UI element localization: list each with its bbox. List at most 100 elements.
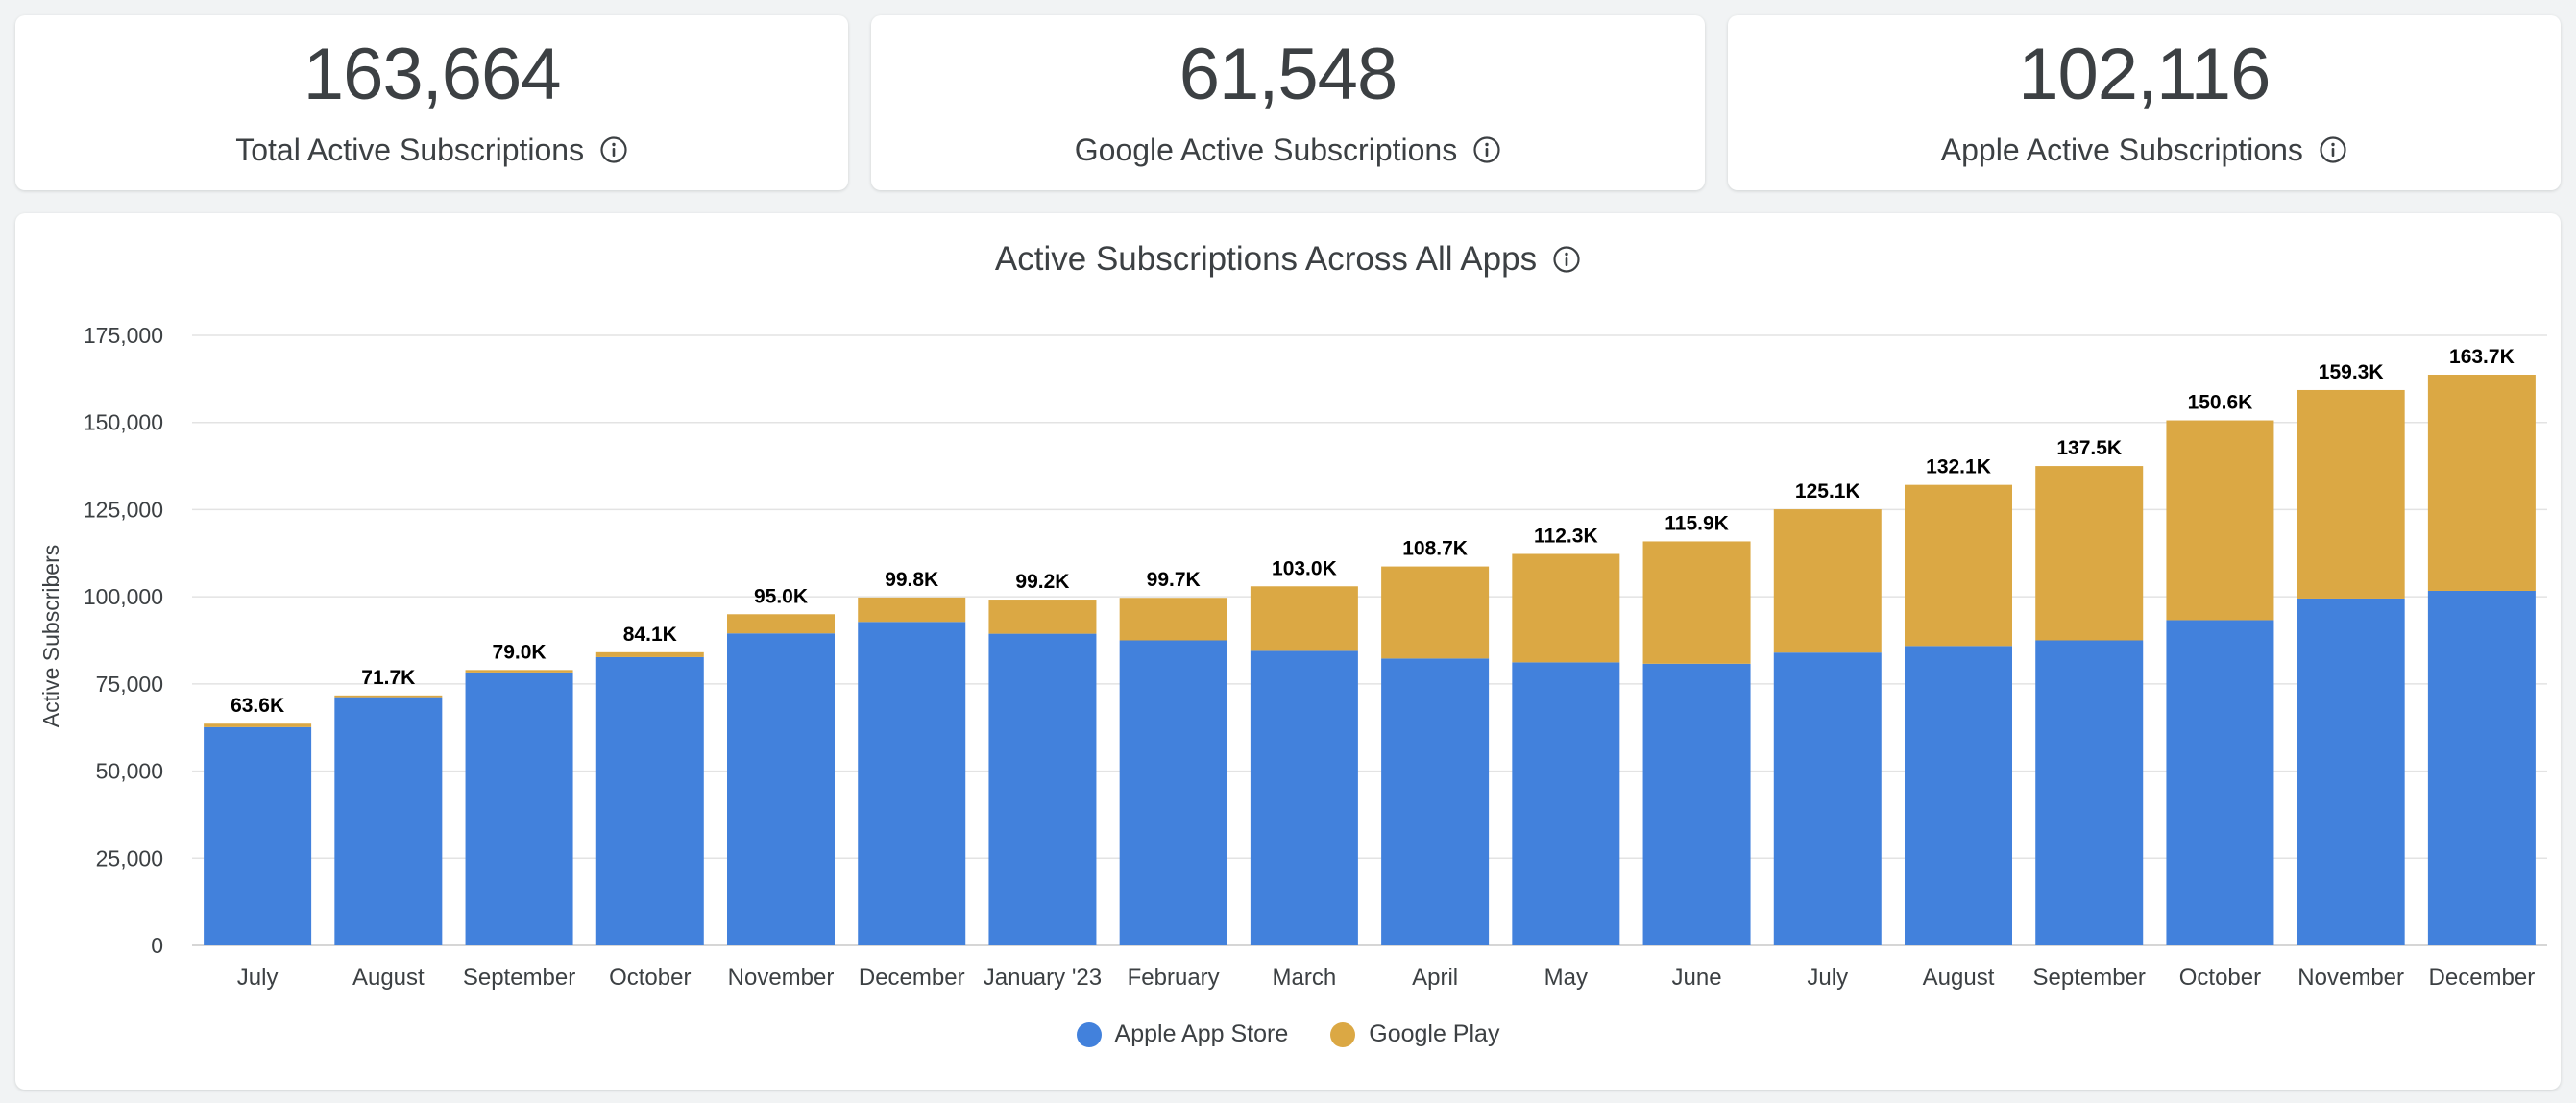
bar-total-label: 115.9K <box>1665 512 1729 534</box>
bar-segment-apple <box>334 697 443 945</box>
x-tick-label: November <box>728 965 835 991</box>
bar-segment-google <box>858 597 966 623</box>
bar-segment-apple <box>1119 640 1227 945</box>
legend-item-google[interactable]: Google Play <box>1330 1020 1499 1048</box>
bar-segment-google <box>334 695 443 698</box>
bar-segment-apple <box>204 726 312 945</box>
kpi-value-apple: 102,116 <box>2018 33 2271 115</box>
x-tick-label: November <box>2297 965 2404 991</box>
bar-segment-apple <box>1642 663 1751 945</box>
kpi-label-row-apple: Apple Active Subscriptions <box>1941 133 2347 168</box>
kpi-label-google: Google Active Subscriptions <box>1074 132 1458 167</box>
bar-segment-apple <box>1381 658 1490 945</box>
kpi-label-total: Total Active Subscriptions <box>235 132 585 167</box>
x-tick-label: September <box>2033 965 2146 991</box>
bar-segment-apple <box>2427 590 2536 945</box>
kpi-value-total: 163,664 <box>303 33 562 115</box>
bar-segment-apple <box>595 656 704 945</box>
bar-segment-apple <box>465 672 573 945</box>
bar-segment-google <box>1642 541 1751 664</box>
bar-segment-google <box>1119 598 1227 641</box>
kpi-row: 163,664 Total Active Subscriptions 61,54… <box>15 15 2561 190</box>
info-icon[interactable] <box>1552 245 1581 274</box>
x-tick-label: August <box>1923 965 1995 991</box>
bar-total-label: 103.0K <box>1272 557 1337 579</box>
bar-segment-google <box>1773 509 1882 653</box>
info-icon[interactable] <box>1472 135 1501 164</box>
x-tick-label: July <box>237 965 279 991</box>
x-tick-label: March <box>1273 965 1337 991</box>
bar-segment-google <box>727 614 835 634</box>
info-icon[interactable] <box>599 135 628 164</box>
x-tick-label: August <box>352 965 425 991</box>
legend-label-google: Google Play <box>1369 1020 1500 1047</box>
x-tick-label: January '23 <box>984 965 1102 991</box>
bar-total-label: 99.2K <box>1015 571 1069 593</box>
bar-total-label: 137.5K <box>2056 437 2122 459</box>
y-axis-label: Active Subscribers <box>38 545 63 727</box>
chart-title-row: Active Subscriptions Across All Apps <box>15 240 2561 279</box>
stacked-bar-chart: 0 25,000 50,000 75,000 100,000 125,000 150,000… <box>38 323 2547 991</box>
info-icon[interactable] <box>2319 135 2347 164</box>
bar-total-label: 79.0K <box>493 641 547 663</box>
x-tick-label: October <box>2179 965 2261 991</box>
bar-segment-apple <box>1250 650 1358 945</box>
bar-segment-apple <box>1905 646 2012 945</box>
kpi-card-google: 61,548 Google Active Subscriptions <box>871 15 1705 190</box>
bar-segment-apple <box>988 633 1097 945</box>
y-tick-label: 50,000 <box>96 759 163 784</box>
x-tick-label: June <box>1672 965 1722 991</box>
x-tick-label: December <box>859 965 965 991</box>
bar-segment-apple <box>727 633 835 945</box>
bar-total-label: 99.7K <box>1147 569 1201 591</box>
bar-total-label: 163.7K <box>2449 346 2515 368</box>
bar-segment-google <box>2035 466 2144 641</box>
legend-item-apple[interactable]: Apple App Store <box>1076 1020 1288 1048</box>
bar-segment-apple <box>858 622 966 945</box>
bar-total-label: 71.7K <box>361 667 415 689</box>
kpi-card-apple: 102,116 Apple Active Subscriptions <box>1727 15 2561 190</box>
bar-segment-google <box>2427 375 2536 591</box>
bar-total-label: 159.3K <box>2319 361 2384 383</box>
x-tick-label: February <box>1128 965 1220 991</box>
bar-total-label: 125.1K <box>1795 480 1860 502</box>
bar-segment-google <box>595 651 704 657</box>
bar-segment-google <box>1250 586 1358 651</box>
legend-dot-apple <box>1076 1021 1102 1047</box>
x-tick-label: September <box>463 965 575 991</box>
kpi-card-total: 163,664 Total Active Subscriptions <box>15 15 849 190</box>
bar-total-label: 63.6K <box>231 695 284 717</box>
y-tick-label: 75,000 <box>96 672 163 697</box>
bar-segment-google <box>1512 553 1620 663</box>
bar-segment-apple <box>2297 598 2405 945</box>
legend-dot-google <box>1330 1021 1356 1047</box>
bar-segment-apple <box>2166 620 2274 945</box>
bar-total-label: 108.7K <box>1402 538 1468 560</box>
y-tick-label: 150,000 <box>84 410 163 435</box>
bar-segment-google <box>988 600 1097 634</box>
x-tick-label: May <box>1544 965 1588 991</box>
chart-card: Active Subscriptions Across All Apps 0 25… <box>15 213 2561 1090</box>
x-tick-label: July <box>1807 965 1848 991</box>
kpi-label-row-google: Google Active Subscriptions <box>1075 133 1501 168</box>
kpi-label-apple: Apple Active Subscriptions <box>1940 132 2303 167</box>
y-tick-label: 175,000 <box>84 323 163 348</box>
bar-total-label: 99.8K <box>885 569 938 591</box>
bar-segment-apple <box>2035 640 2144 945</box>
x-tick-label: December <box>2429 965 2536 991</box>
chart-legend: Apple App Store Google Play <box>15 1020 2561 1048</box>
bar-segment-apple <box>1773 652 1882 945</box>
x-tick-label: October <box>609 965 691 991</box>
bar-segment-google <box>2166 420 2274 621</box>
bar-total-label: 84.1K <box>623 624 677 646</box>
kpi-value-google: 61,548 <box>1179 33 1397 115</box>
y-tick-label: 125,000 <box>84 497 163 522</box>
bar-segment-google <box>465 670 573 673</box>
chart-title: Active Subscriptions Across All Apps <box>994 240 1538 278</box>
y-tick-label: 0 <box>151 933 163 958</box>
bar-total-label: 150.6K <box>2188 392 2253 414</box>
bar-total-label: 95.0K <box>754 585 808 607</box>
kpi-label-row-total: Total Active Subscriptions <box>235 133 628 168</box>
x-tick-label: April <box>1412 965 1458 991</box>
y-tick-label: 25,000 <box>96 846 163 870</box>
